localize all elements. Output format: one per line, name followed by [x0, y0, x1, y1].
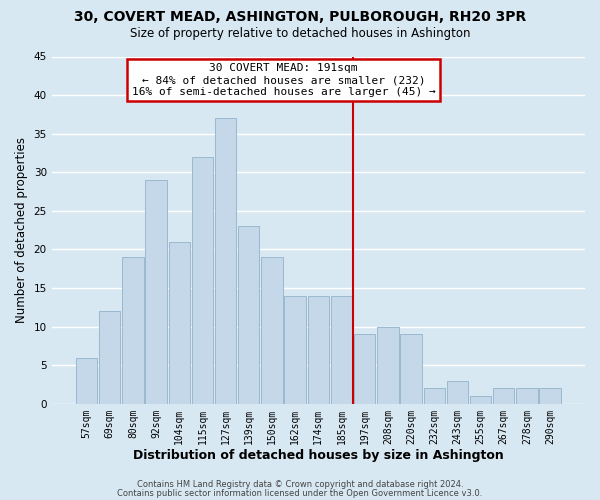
Bar: [331, 296, 352, 404]
Bar: [354, 334, 376, 404]
Bar: [516, 388, 538, 404]
Bar: [192, 157, 213, 404]
Bar: [447, 380, 468, 404]
Bar: [169, 242, 190, 404]
Bar: [122, 257, 143, 404]
Text: Size of property relative to detached houses in Ashington: Size of property relative to detached ho…: [130, 28, 470, 40]
Bar: [284, 296, 306, 404]
Bar: [470, 396, 491, 404]
Bar: [539, 388, 561, 404]
Text: 30, COVERT MEAD, ASHINGTON, PULBOROUGH, RH20 3PR: 30, COVERT MEAD, ASHINGTON, PULBOROUGH, …: [74, 10, 526, 24]
Bar: [424, 388, 445, 404]
Bar: [308, 296, 329, 404]
Bar: [400, 334, 422, 404]
Bar: [262, 257, 283, 404]
Text: 30 COVERT MEAD: 191sqm
← 84% of detached houses are smaller (232)
16% of semi-de: 30 COVERT MEAD: 191sqm ← 84% of detached…: [132, 64, 436, 96]
Text: Contains HM Land Registry data © Crown copyright and database right 2024.: Contains HM Land Registry data © Crown c…: [137, 480, 463, 489]
Bar: [76, 358, 97, 404]
X-axis label: Distribution of detached houses by size in Ashington: Distribution of detached houses by size …: [133, 450, 504, 462]
Text: Contains public sector information licensed under the Open Government Licence v3: Contains public sector information licen…: [118, 488, 482, 498]
Bar: [238, 226, 259, 404]
Bar: [377, 326, 398, 404]
Bar: [493, 388, 514, 404]
Y-axis label: Number of detached properties: Number of detached properties: [15, 137, 28, 323]
Bar: [145, 180, 167, 404]
Bar: [99, 311, 121, 404]
Bar: [215, 118, 236, 404]
